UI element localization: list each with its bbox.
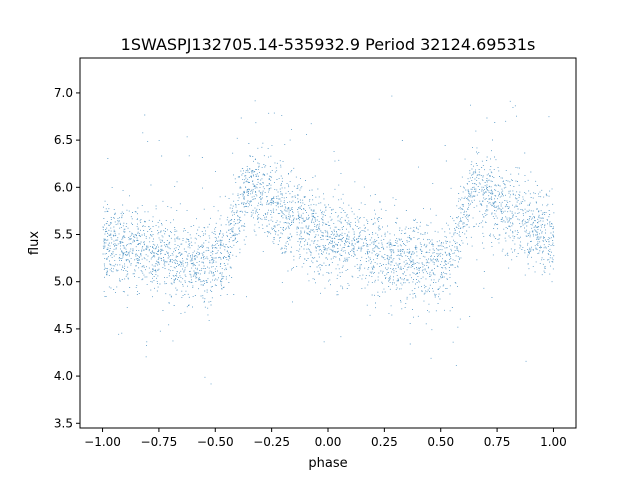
y-axis-label: flux: [27, 231, 42, 255]
x-tick-label: 1.00: [540, 435, 567, 449]
y-tick-label: 7.0: [54, 86, 73, 100]
y-tick-label: 5.5: [54, 228, 73, 242]
data-points-layer: [102, 95, 555, 385]
y-tick-label: 5.0: [54, 275, 73, 289]
x-tick-label: −1.00: [84, 435, 121, 449]
x-tick-label: 0.25: [371, 435, 398, 449]
y-axis-ticks: 3.5 4.0 4.5 5.0 5.5 6.0 6.5 7.0: [54, 86, 80, 430]
chart-title: 1SWASPJ132705.14-535932.9 Period 32124.6…: [121, 35, 536, 54]
x-tick-label: −0.50: [197, 435, 234, 449]
x-axis-label: phase: [308, 456, 347, 471]
y-tick-label: 6.5: [54, 133, 73, 147]
flux-data-points: [102, 95, 555, 385]
x-tick-label: 0.75: [484, 435, 511, 449]
x-tick-label: 0.00: [315, 435, 342, 449]
x-axis-ticks: −1.00 −0.75 −0.50 −0.25 0.00 0.25 0.50 0.75 1.00: [84, 428, 567, 449]
y-tick-label: 3.5: [54, 416, 73, 430]
x-tick-label: −0.25: [253, 435, 290, 449]
x-tick-label: 0.50: [427, 435, 454, 449]
y-tick-label: 4.5: [54, 322, 73, 336]
y-tick-label: 6.0: [54, 180, 73, 194]
y-tick-label: 4.0: [54, 369, 73, 383]
x-tick-label: −0.75: [141, 435, 178, 449]
